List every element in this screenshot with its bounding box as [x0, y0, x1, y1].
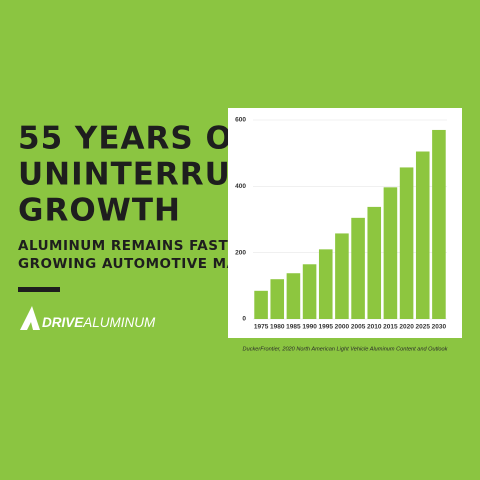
x-tick-label: 1980 [270, 324, 285, 331]
bar [415, 151, 430, 319]
subheadline: ALUMINUM REMAINS FASTEST [18, 238, 258, 254]
bar [432, 129, 446, 319]
x-tick-label: 1990 [302, 324, 317, 331]
logo-light: ALUMINUM [82, 315, 156, 330]
bar [399, 167, 414, 319]
x-tick-label: 2015 [383, 324, 398, 331]
subheadline: GROWING AUTOMOTIVE MATERIAL [18, 256, 292, 272]
x-tick-label: 2030 [432, 324, 447, 331]
bar [383, 187, 398, 319]
y-tick-label: 600 [235, 117, 246, 124]
bar [302, 264, 317, 319]
x-tick-label: 2000 [335, 324, 350, 331]
divider [18, 287, 60, 292]
source: DuckerFrontier, 2020 North American Ligh… [243, 346, 449, 352]
bar [351, 217, 365, 319]
y-tick-label: 200 [235, 249, 246, 256]
bar [335, 233, 349, 319]
logo: DRIVEALUMINUM [42, 315, 156, 330]
logo-icon [20, 306, 40, 330]
x-tick-label: 2005 [351, 324, 366, 331]
y-tick-label: 0 [242, 316, 246, 323]
logo-bold: DRIVE [42, 315, 84, 330]
bar [254, 290, 268, 319]
bar [367, 206, 382, 319]
x-tick-label: 2010 [367, 324, 382, 331]
bar [270, 279, 285, 319]
bar [286, 273, 301, 319]
y-tick-label: 400 [235, 183, 246, 190]
x-tick-label: 2020 [399, 324, 414, 331]
x-tick-label: 1995 [319, 324, 334, 331]
headline: GROWTH [18, 193, 181, 229]
headline: 55 YEARS OF [18, 121, 255, 157]
x-tick-label: 2025 [416, 324, 431, 331]
x-tick-label: 1975 [254, 324, 269, 331]
bar [318, 249, 333, 319]
x-tick-label: 1985 [286, 324, 301, 331]
